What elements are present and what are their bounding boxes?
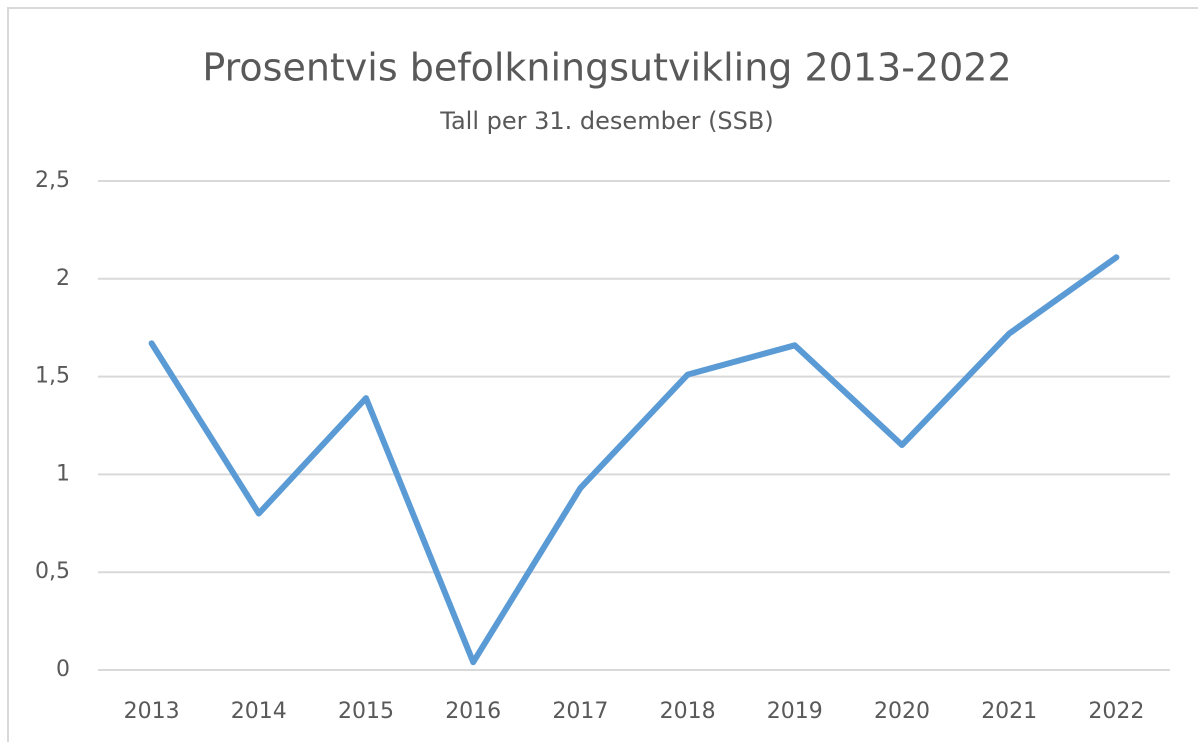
y-tick-label: 2	[56, 266, 70, 291]
x-tick-label: 2013	[124, 699, 180, 724]
x-tick-label: 2020	[874, 699, 930, 724]
chart-title: Prosentvis befolkningsutvikling 2013-202…	[202, 46, 1011, 90]
x-tick-label: 2022	[1088, 699, 1144, 724]
chart-border	[7, 7, 1198, 742]
y-tick-label: 0	[56, 657, 70, 682]
chart-subtitle: Tall per 31. desember (SSB)	[439, 107, 773, 135]
x-tick-label: 2016	[445, 699, 501, 724]
x-tick-label: 2019	[767, 699, 823, 724]
x-tick-label: 2018	[660, 699, 716, 724]
y-tick-label: 1	[56, 461, 70, 486]
x-tick-label: 2017	[552, 699, 608, 724]
y-tick-label: 1,5	[35, 364, 70, 389]
x-tick-label: 2021	[981, 699, 1037, 724]
x-tick-label: 2015	[338, 699, 394, 724]
y-tick-label: 2,5	[35, 168, 70, 193]
y-tick-label: 0,5	[35, 559, 70, 584]
data-line	[148, 254, 1120, 666]
x-tick-label: 2014	[231, 699, 287, 724]
